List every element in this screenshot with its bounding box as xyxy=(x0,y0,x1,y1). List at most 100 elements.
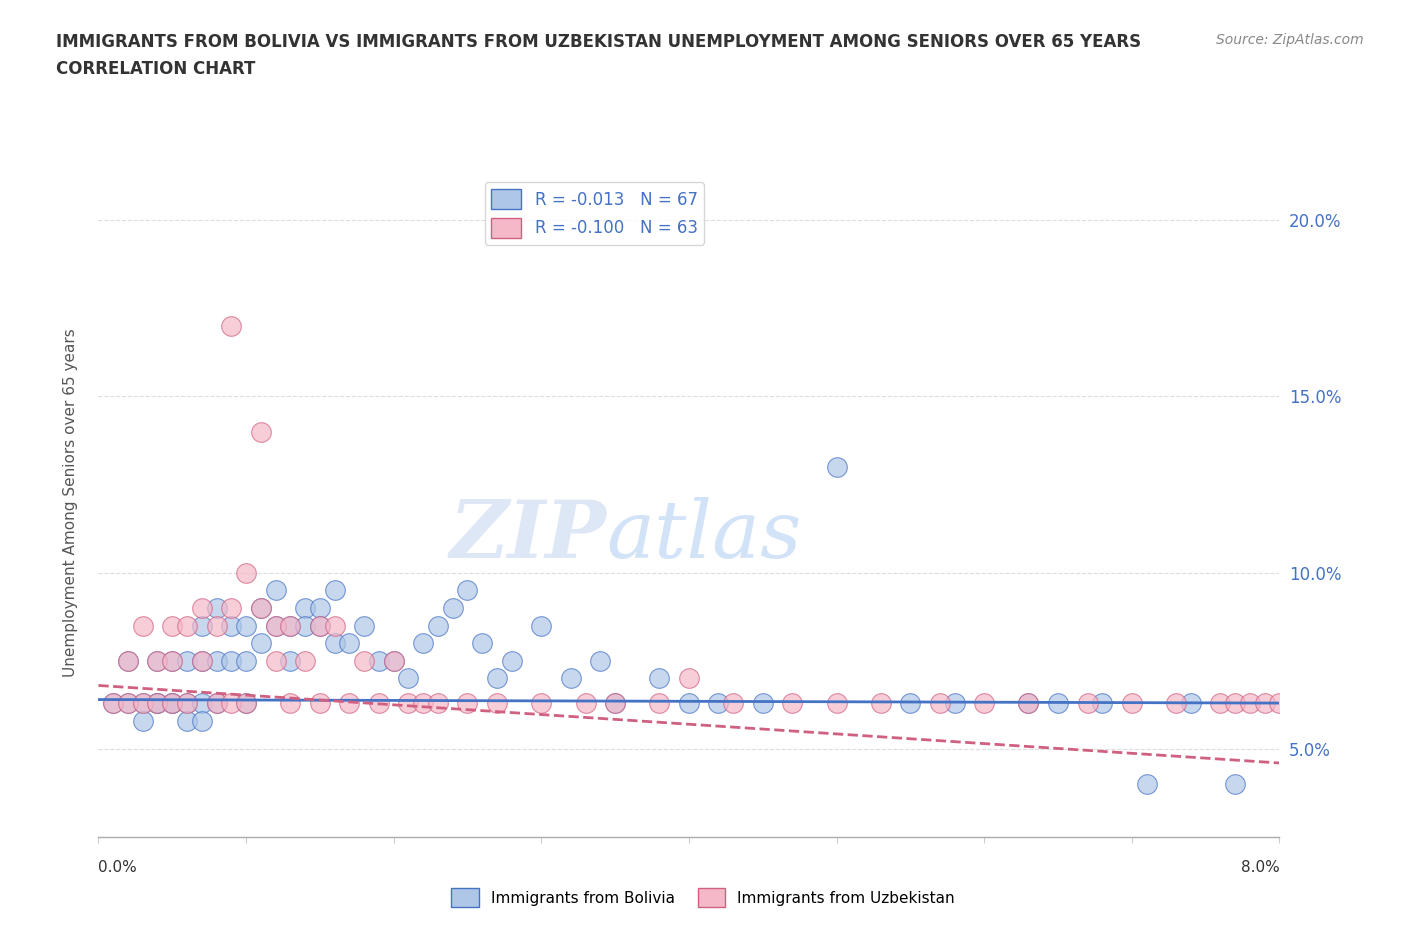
Point xyxy=(1077,696,1099,711)
Point xyxy=(308,618,332,633)
Point xyxy=(219,696,242,711)
Point xyxy=(235,696,257,711)
Point xyxy=(162,618,183,633)
Point xyxy=(928,696,950,711)
Text: 0.0%: 0.0% xyxy=(98,860,138,875)
Point xyxy=(278,618,302,633)
Point xyxy=(1091,696,1114,711)
Point xyxy=(103,696,125,711)
Point xyxy=(367,654,389,669)
Point xyxy=(132,696,155,711)
Point xyxy=(176,618,198,633)
Point xyxy=(412,636,434,651)
Point xyxy=(1223,696,1246,711)
Point xyxy=(205,601,228,616)
Point xyxy=(1223,777,1246,791)
Point xyxy=(1046,696,1069,711)
Point xyxy=(117,696,139,711)
Point xyxy=(117,654,139,669)
Point xyxy=(382,654,405,669)
Point xyxy=(250,636,273,651)
Point xyxy=(132,696,155,711)
Point xyxy=(1017,696,1039,711)
Point xyxy=(308,601,332,616)
Point xyxy=(162,696,183,711)
Point xyxy=(235,696,257,711)
Point xyxy=(117,696,139,711)
Point xyxy=(250,601,273,616)
Text: ZIP: ZIP xyxy=(450,497,606,575)
Point xyxy=(1121,696,1143,711)
Point xyxy=(191,654,214,669)
Point xyxy=(678,671,700,685)
Point xyxy=(146,654,169,669)
Point xyxy=(353,654,375,669)
Point xyxy=(264,618,287,633)
Point xyxy=(678,696,700,711)
Point xyxy=(219,654,242,669)
Point xyxy=(485,671,508,685)
Point xyxy=(294,654,316,669)
Point xyxy=(426,618,449,633)
Point xyxy=(264,583,287,598)
Point xyxy=(146,696,169,711)
Point xyxy=(943,696,966,711)
Point xyxy=(250,601,273,616)
Point xyxy=(219,601,242,616)
Point xyxy=(323,636,346,651)
Point xyxy=(1239,696,1261,711)
Point xyxy=(205,696,228,711)
Point xyxy=(456,583,478,598)
Point xyxy=(825,696,848,711)
Point xyxy=(1164,696,1187,711)
Point xyxy=(235,565,257,580)
Point xyxy=(132,713,155,728)
Point xyxy=(308,696,332,711)
Text: atlas: atlas xyxy=(606,497,801,575)
Point xyxy=(396,671,419,685)
Point xyxy=(1312,696,1334,711)
Point xyxy=(530,618,553,633)
Point xyxy=(162,696,183,711)
Point xyxy=(1254,696,1277,711)
Point xyxy=(162,654,183,669)
Point xyxy=(485,696,508,711)
Point xyxy=(308,618,332,633)
Point xyxy=(176,713,198,728)
Point xyxy=(191,601,214,616)
Point xyxy=(900,696,922,711)
Point xyxy=(353,618,375,633)
Point xyxy=(605,696,627,711)
Point xyxy=(367,696,389,711)
Point xyxy=(426,696,449,711)
Point xyxy=(456,696,478,711)
Point xyxy=(191,654,214,669)
Point xyxy=(396,696,419,711)
Point xyxy=(869,696,891,711)
Point xyxy=(1017,696,1039,711)
Point xyxy=(973,696,995,711)
Text: 8.0%: 8.0% xyxy=(1240,860,1279,875)
Point xyxy=(250,424,273,439)
Point xyxy=(205,696,228,711)
Point xyxy=(382,654,405,669)
Point xyxy=(264,618,287,633)
Text: Source: ZipAtlas.com: Source: ZipAtlas.com xyxy=(1216,33,1364,46)
Point xyxy=(1209,696,1232,711)
Point xyxy=(219,319,242,334)
Point xyxy=(605,696,627,711)
Point xyxy=(782,696,804,711)
Point xyxy=(235,654,257,669)
Text: IMMIGRANTS FROM BOLIVIA VS IMMIGRANTS FROM UZBEKISTAN UNEMPLOYMENT AMONG SENIORS: IMMIGRANTS FROM BOLIVIA VS IMMIGRANTS FR… xyxy=(56,33,1142,50)
Point xyxy=(721,696,744,711)
Point xyxy=(707,696,730,711)
Point xyxy=(337,636,360,651)
Point xyxy=(264,654,287,669)
Point xyxy=(103,696,125,711)
Legend: R = -0.013   N = 67, R = -0.100   N = 63: R = -0.013 N = 67, R = -0.100 N = 63 xyxy=(485,182,704,245)
Point xyxy=(323,618,346,633)
Point xyxy=(219,618,242,633)
Point xyxy=(146,654,169,669)
Legend: Immigrants from Bolivia, Immigrants from Uzbekistan: Immigrants from Bolivia, Immigrants from… xyxy=(444,883,962,913)
Point xyxy=(191,713,214,728)
